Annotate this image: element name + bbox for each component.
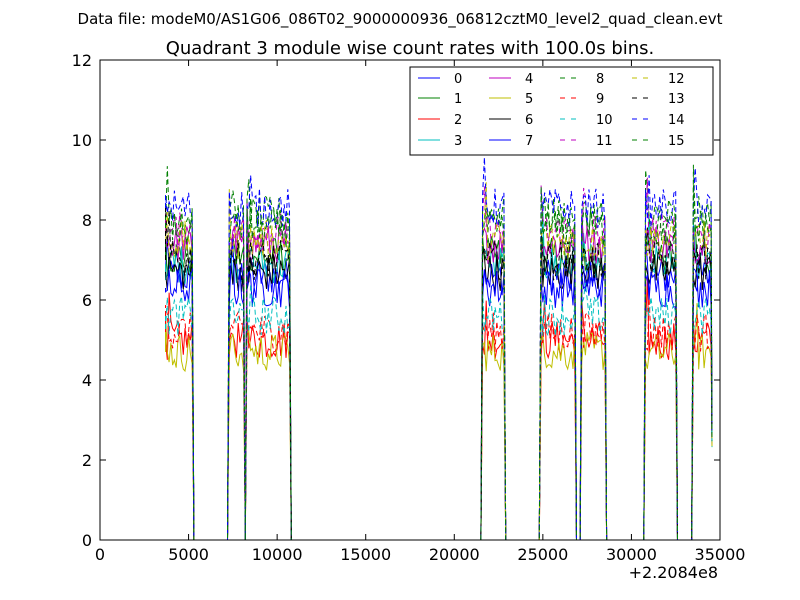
x-tick-label: 20000	[429, 545, 480, 564]
series-line-9	[165, 298, 713, 541]
legend-label-0: 0	[454, 72, 462, 87]
x-tick-label: 30000	[606, 545, 657, 564]
x-tick-label: 5000	[168, 545, 209, 564]
y-tick-label: 6	[82, 291, 92, 310]
series-line-7	[165, 239, 713, 541]
chart-title: Quadrant 3 module wise count rates with …	[166, 38, 655, 59]
legend-label-3: 3	[454, 134, 462, 149]
series-line-11	[165, 177, 713, 541]
series-line-1	[165, 224, 713, 541]
x-axis: 0 5000 10000 15000 20000 25000 30000 35000	[95, 60, 746, 564]
legend-label-7: 7	[525, 134, 533, 149]
plot-lines	[165, 157, 713, 541]
y-tick-label: 10	[72, 131, 92, 150]
legend-label-15: 15	[668, 134, 685, 149]
y-tick-label: 8	[82, 211, 92, 230]
y-tick-label: 2	[82, 451, 92, 470]
x-tick-label: 0	[95, 545, 105, 564]
legend-label-1: 1	[454, 92, 462, 107]
y-tick-label: 12	[72, 51, 92, 70]
y-tick-label: 4	[82, 371, 92, 390]
legend-label-2: 2	[454, 113, 462, 128]
x-tick-label: 15000	[340, 545, 391, 564]
legend-label-12: 12	[668, 72, 685, 87]
y-tick-label: 0	[82, 531, 92, 550]
x-tick-label: 25000	[517, 545, 568, 564]
legend-label-6: 6	[525, 113, 533, 128]
legend-label-9: 9	[596, 92, 604, 107]
series-line-2	[165, 277, 713, 541]
legend-label-4: 4	[525, 72, 533, 87]
x-tick-label: 35000	[695, 545, 746, 564]
legend-label-8: 8	[596, 72, 604, 87]
x-tick-label: 10000	[252, 545, 303, 564]
x-offset-label: +2.2084e8	[629, 563, 718, 582]
legend-label-5: 5	[525, 92, 533, 107]
data-file-label: Data file: modeM0/AS1G06_086T02_90000009…	[78, 10, 723, 29]
legend-label-14: 14	[668, 113, 685, 128]
series-line-10	[165, 282, 713, 541]
legend-label-13: 13	[668, 92, 685, 107]
legend-label-11: 11	[596, 134, 613, 149]
series-line-5	[165, 303, 713, 541]
legend-label-10: 10	[596, 113, 613, 128]
